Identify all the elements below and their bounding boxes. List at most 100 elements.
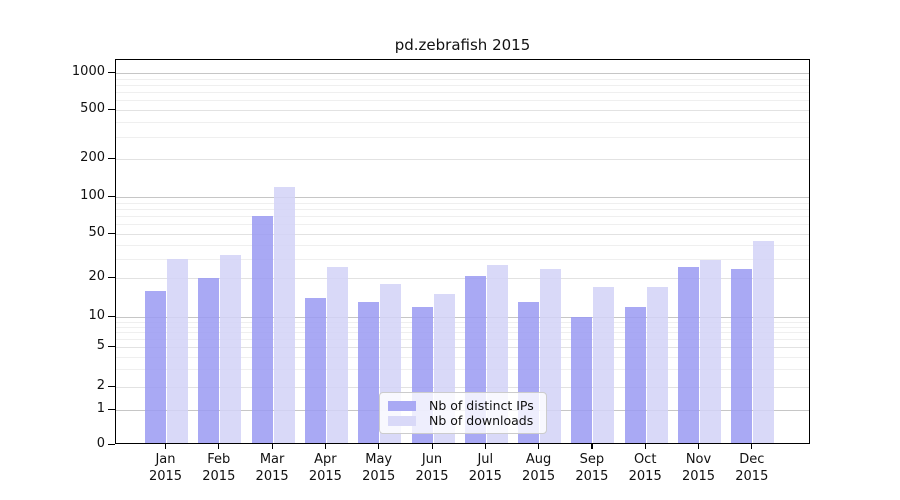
gridline-400 — [116, 121, 809, 123]
x-tick-oct — [644, 444, 646, 449]
gridline-3 — [116, 369, 809, 371]
gridline-900 — [116, 78, 809, 80]
x-tick-label-sep: Sep 2015 — [575, 452, 609, 484]
bar-nb-of-distinct-ips-apr — [304, 298, 326, 443]
legend-swatch-downloads — [388, 415, 416, 426]
x-tick-mar — [271, 444, 273, 449]
bar-nb-of-distinct-ips-may — [358, 302, 380, 443]
x-tick-label-jan: Jan 2015 — [148, 452, 183, 484]
bar-nb-of-downloads-feb — [220, 255, 242, 443]
x-tick-sep — [591, 444, 593, 449]
x-tick-label-aug: Aug 2015 — [522, 452, 556, 484]
x-tick-label-mar: Mar 2015 — [255, 452, 289, 484]
x-tick-feb — [218, 444, 220, 449]
y-tick-20 — [108, 277, 115, 279]
gridline-9 — [116, 321, 809, 323]
gridline-80 — [116, 208, 809, 210]
chart-title: pd.zebrafish 2015 — [394, 36, 531, 54]
legend-item-distinct-ips: Nb of distinct IPs — [388, 398, 538, 413]
legend-label-distinct-ips: Nb of distinct IPs — [429, 398, 534, 413]
bar-nb-of-distinct-ips-dec — [731, 269, 753, 443]
gridline-6 — [116, 339, 809, 341]
y-tick-500 — [108, 108, 115, 110]
y-tick-label-5: 5 — [96, 338, 105, 353]
bar-nb-of-downloads-dec — [753, 241, 775, 443]
gridline-10 — [116, 317, 809, 318]
gridline-500 — [116, 109, 809, 111]
x-tick-jan — [165, 444, 167, 449]
gridline-8 — [116, 326, 809, 328]
y-tick-5 — [108, 346, 115, 348]
gridline-30 — [116, 258, 809, 260]
y-tick-label-1000: 1000 — [71, 64, 105, 79]
bar-nb-of-downloads-apr — [326, 267, 348, 443]
gridline-5 — [116, 347, 809, 348]
y-tick-1000 — [108, 72, 115, 74]
bar-nb-of-downloads-mar — [273, 187, 295, 443]
x-tick-label-apr: Apr 2015 — [308, 452, 342, 484]
x-tick-apr — [324, 444, 327, 449]
y-tick-2 — [108, 386, 115, 388]
y-tick-label-20: 20 — [88, 269, 105, 284]
gridline-100 — [116, 197, 809, 198]
x-tick-nov — [698, 444, 700, 449]
x-tick-aug — [538, 444, 540, 449]
y-tick-1 — [108, 409, 115, 411]
x-tick-label-may: May 2015 — [362, 452, 396, 484]
gridline-1000 — [116, 73, 809, 74]
gridline-7 — [116, 332, 809, 334]
gridline-60 — [116, 224, 809, 226]
bar-nb-of-distinct-ips-mar — [251, 216, 273, 443]
y-tick-label-500: 500 — [80, 100, 105, 116]
y-tick-100 — [108, 196, 115, 198]
gridline-20 — [116, 278, 809, 279]
x-tick-jul — [484, 444, 486, 449]
gridline-200 — [116, 159, 809, 160]
legend-label-downloads: Nb of downloads — [429, 413, 534, 428]
x-tick-label-jul: Jul 2015 — [468, 452, 502, 484]
legend: Nb of distinct IPs Nb of downloads — [379, 392, 547, 434]
gridline-300 — [116, 137, 809, 139]
bar-nb-of-downloads-oct — [646, 287, 668, 443]
bar-nb-of-distinct-ips-jan — [145, 290, 166, 443]
gridline-600 — [116, 99, 809, 101]
x-tick-label-oct: Oct 2015 — [628, 452, 662, 484]
gridline-700 — [116, 91, 809, 93]
gridline-800 — [116, 84, 809, 86]
y-tick-label-200: 200 — [80, 150, 105, 165]
x-tick-dec — [751, 444, 753, 449]
gridline-50 — [116, 234, 809, 235]
gridline-70 — [116, 216, 809, 218]
y-tick-label-100: 100 — [80, 188, 105, 203]
gridline-4 — [116, 356, 809, 358]
bar-nb-of-distinct-ips-nov — [678, 267, 699, 443]
bar-nb-of-distinct-ips-feb — [198, 278, 220, 443]
x-tick-may — [378, 444, 380, 449]
x-tick-label-jun: Jun 2015 — [415, 452, 449, 484]
y-tick-200 — [108, 158, 115, 160]
x-tick-label-nov: Nov 2015 — [681, 452, 716, 484]
plot-area — [115, 59, 810, 444]
y-tick-50 — [108, 233, 115, 235]
gridline-2 — [116, 387, 809, 388]
y-tick-label-10: 10 — [88, 308, 105, 323]
legend-item-downloads: Nb of downloads — [388, 413, 538, 428]
bar-nb-of-distinct-ips-sep — [571, 317, 593, 443]
bar-nb-of-downloads-nov — [700, 260, 721, 443]
gridline-40 — [116, 244, 809, 246]
y-tick-10 — [108, 316, 115, 318]
y-tick-label-2: 2 — [96, 378, 105, 393]
x-tick-jun — [431, 444, 433, 449]
y-tick-label-1: 1 — [96, 401, 105, 416]
y-tick-label-0: 0 — [96, 436, 105, 451]
x-tick-label-feb: Feb 2015 — [202, 452, 236, 484]
gridline-90 — [116, 202, 809, 204]
x-tick-label-dec: Dec 2015 — [735, 452, 769, 484]
bar-nb-of-distinct-ips-oct — [624, 306, 646, 443]
y-tick-0 — [108, 444, 115, 446]
legend-swatch-distinct-ips — [388, 400, 416, 411]
y-tick-label-50: 50 — [88, 225, 105, 240]
bar-nb-of-downloads-jan — [167, 258, 188, 443]
bar-nb-of-downloads-sep — [593, 287, 615, 443]
